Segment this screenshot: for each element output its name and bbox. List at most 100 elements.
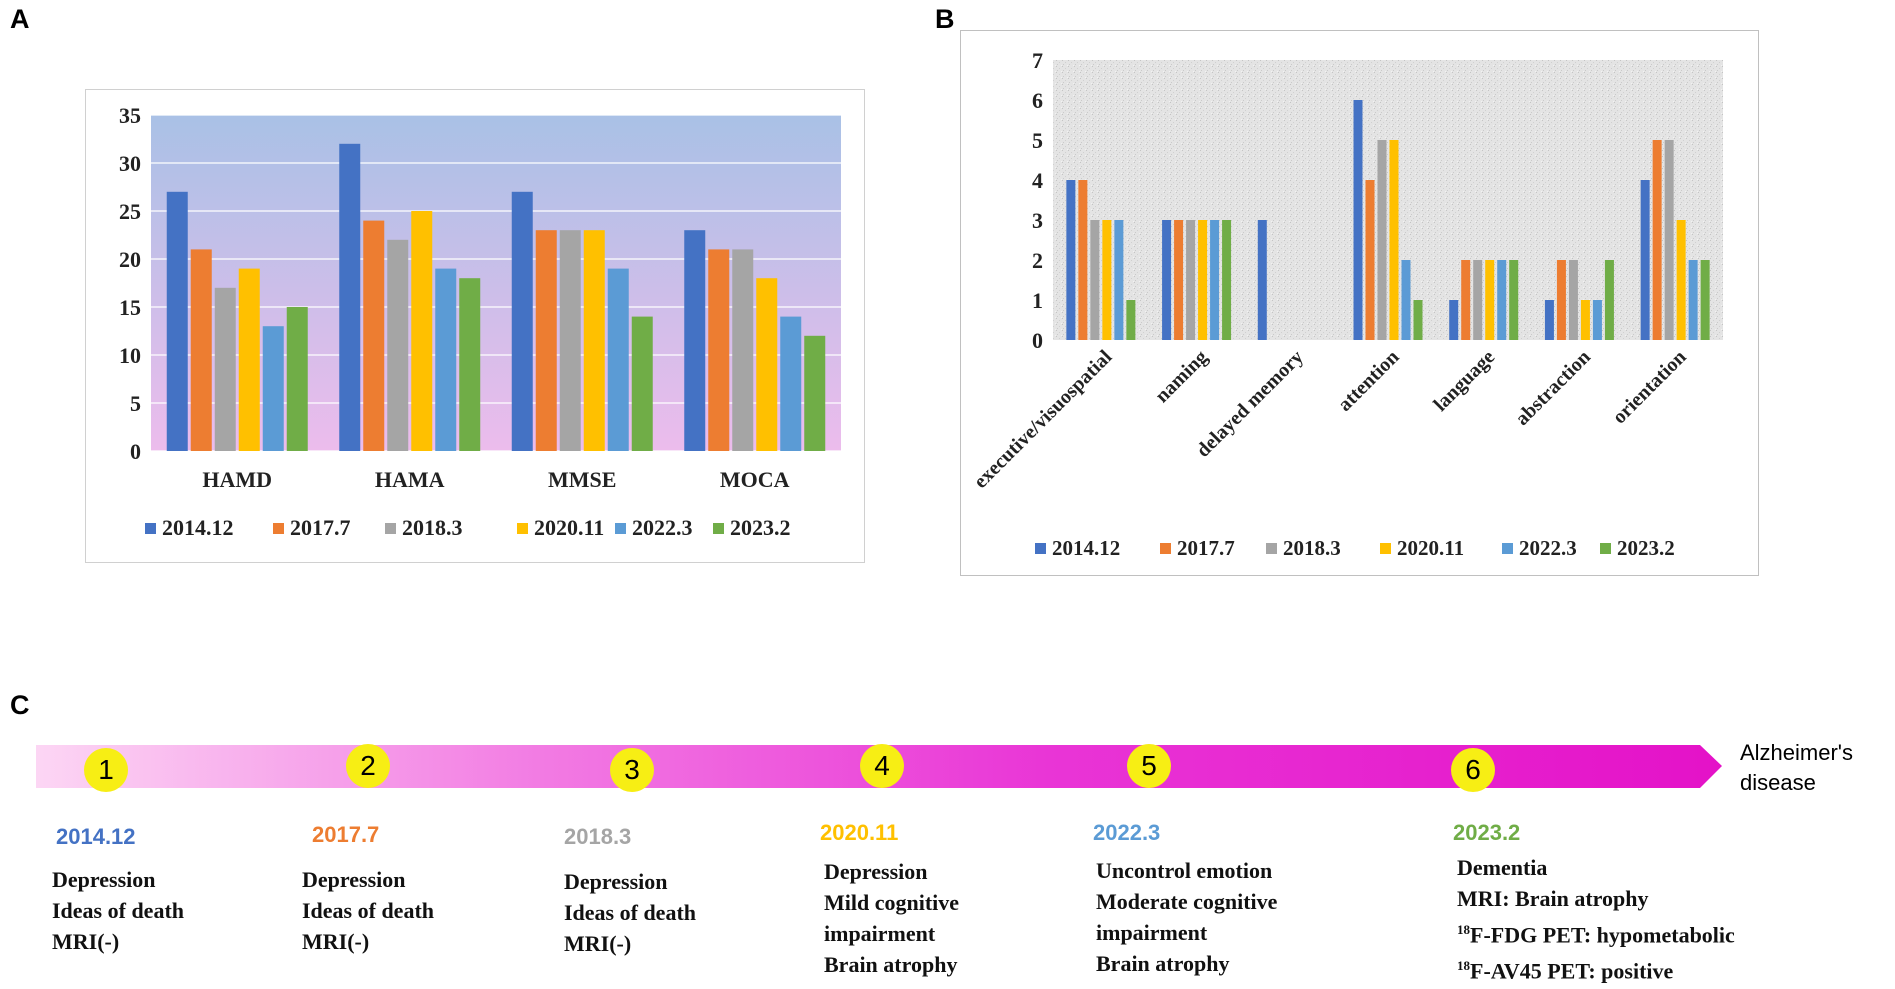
event-note: Depression: [302, 867, 406, 892]
y-tick-label: 30: [119, 151, 141, 176]
event-note: MRI: Brain atrophy: [1457, 886, 1649, 911]
event-note: MRI(-): [564, 931, 632, 956]
legend-label: 2023.2: [1617, 536, 1675, 560]
bar-mmse-2017-7: [535, 230, 557, 451]
legend-swatch: [1380, 543, 1391, 554]
bar-orientation-2018-3: [1664, 140, 1674, 340]
event-date-6: 2023.2: [1453, 820, 1521, 845]
bar-attention-2017-7: [1365, 180, 1375, 340]
bar-mmse-2023-2: [631, 316, 653, 451]
bar-hamd-2022-3: [262, 326, 284, 451]
event-notes-3: Depression Ideas of death MRI(-): [564, 866, 696, 959]
bar-hamd-2017-7: [190, 249, 212, 451]
bar-language-2022-3: [1497, 260, 1507, 340]
timeline-marker-2: 2: [346, 744, 390, 788]
legend-swatch: [273, 523, 284, 534]
legend-swatch: [145, 523, 156, 534]
bar-executive-visuospatial-2014-12: [1066, 180, 1076, 340]
bar-naming-2014-12: [1162, 220, 1172, 340]
bar-orientation-2020-11: [1676, 220, 1686, 340]
y-tick-label: 1: [1032, 288, 1043, 313]
legend-label: 2023.2: [730, 515, 791, 540]
bar-attention-2014-12: [1353, 100, 1363, 340]
x-category-label: MOCA: [720, 467, 790, 492]
legend-label: 2017.7: [1177, 536, 1235, 560]
timeline-end-label: Alzheimer's disease: [1740, 740, 1854, 795]
bar-hama-2014-12: [339, 143, 361, 452]
bar-naming-2017-7: [1174, 220, 1184, 340]
bar-executive-visuospatial-2023-2: [1126, 300, 1136, 340]
event-date-3: 2018.3: [564, 824, 632, 849]
bar-naming-2022-3: [1210, 220, 1220, 340]
bar-naming-2018-3: [1186, 220, 1196, 340]
bar-orientation-2014-12: [1640, 180, 1650, 340]
x-category-label: MMSE: [548, 467, 616, 492]
y-tick-label: 35: [119, 103, 141, 128]
legend-label: 2017.7: [290, 515, 351, 540]
bar-delayed-memory-2014-12: [1257, 220, 1267, 340]
bar-hama-2018-3: [387, 239, 409, 451]
chart-b-plot-area: [1053, 60, 1723, 340]
x-category-label: HAMA: [375, 467, 445, 492]
bar-orientation-2022-3: [1688, 260, 1698, 340]
event-note: Brain atrophy: [1096, 951, 1230, 976]
legend-swatch: [517, 523, 528, 534]
y-tick-label: 5: [1032, 128, 1043, 153]
legend-label: 2014.12: [162, 515, 234, 540]
event-notes-1: Depression Ideas of death MRI(-): [52, 864, 184, 957]
timeline-marker-4: 4: [860, 744, 904, 788]
bar-executive-visuospatial-2022-3: [1114, 220, 1124, 340]
panel-label-c: C: [10, 690, 30, 720]
y-tick-label: 25: [119, 199, 141, 224]
bar-moca-2017-7: [708, 249, 730, 451]
bar-language-2020-11: [1485, 260, 1495, 340]
chart-a: 0 5 10 15 20 25 30 35 HAMD HAMA MMSE MOCA 2014.12 2…: [85, 89, 865, 563]
event-note: Depression: [564, 869, 668, 894]
legend-label: 2018.3: [402, 515, 463, 540]
event-date-4: 2020.11: [820, 820, 899, 845]
bar-abstraction-2017-7: [1556, 260, 1566, 340]
bar-hama-2022-3: [435, 268, 457, 451]
event-note: Moderate cognitive: [1096, 889, 1278, 914]
event-note: Dementia: [1457, 855, 1548, 880]
bar-language-2018-3: [1473, 260, 1483, 340]
bar-executive-visuospatial-2017-7: [1078, 180, 1088, 340]
bar-attention-2018-3: [1377, 140, 1387, 340]
bar-orientation-2023-2: [1700, 260, 1710, 340]
legend-label: 2014.12: [1052, 536, 1120, 560]
bar-moca-2022-3: [780, 316, 802, 451]
legend-swatch: [1502, 543, 1513, 554]
y-tick-label: 0: [130, 439, 141, 464]
y-tick-label: 10: [119, 343, 141, 368]
bar-hama-2023-2: [459, 278, 481, 451]
bar-moca-2020-11: [756, 278, 778, 451]
legend-swatch: [713, 523, 724, 534]
event-note: Uncontrol emotion: [1096, 858, 1273, 883]
bar-language-2017-7: [1461, 260, 1471, 340]
bar-hama-2017-7: [363, 220, 385, 451]
legend-label: 2020.11: [1397, 536, 1464, 560]
bar-executive-visuospatial-2020-11: [1102, 220, 1112, 340]
event-date-5: 2022.3: [1093, 820, 1161, 845]
legend-swatch: [1160, 543, 1171, 554]
event-note: MRI(-): [52, 929, 120, 954]
bar-mmse-2014-12: [511, 191, 533, 452]
bar-mmse-2018-3: [559, 230, 581, 451]
timeline-marker-3: 3: [610, 748, 654, 792]
legend-swatch: [615, 523, 626, 534]
event-note: Mild cognitive: [824, 890, 960, 915]
bar-mmse-2022-3: [607, 268, 629, 451]
bar-language-2014-12: [1449, 300, 1459, 340]
legend-label: 2020.11: [534, 515, 604, 540]
bar-hamd-2023-2: [286, 307, 308, 451]
bar-naming-2020-11: [1198, 220, 1208, 340]
bar-hamd-2018-3: [214, 287, 236, 451]
event-notes-5: Uncontrol emotion Moderate cognitive imp…: [1096, 855, 1277, 979]
legend-swatch: [385, 523, 396, 534]
bar-mmse-2020-11: [583, 230, 605, 451]
bar-naming-2023-2: [1222, 220, 1232, 340]
event-date-1: 2014.12: [56, 824, 136, 849]
x-category-label: HAMD: [202, 467, 272, 492]
bar-abstraction-2014-12: [1544, 300, 1554, 340]
bar-moca-2023-2: [804, 335, 826, 451]
